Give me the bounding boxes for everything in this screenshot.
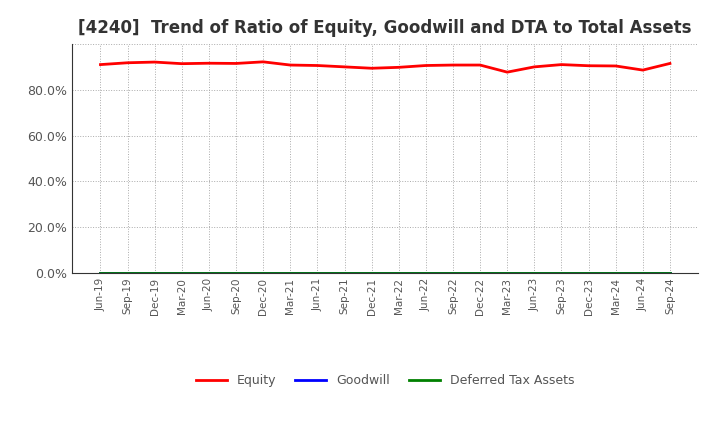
Line: Equity: Equity [101, 62, 670, 72]
Equity [530, 64, 539, 70]
Goodwill [584, 270, 593, 275]
Goodwill [123, 270, 132, 275]
Deferred Tax Assets [557, 270, 566, 275]
Deferred Tax Assets [584, 270, 593, 275]
Deferred Tax Assets [421, 270, 430, 275]
Legend: Equity, Goodwill, Deferred Tax Assets: Equity, Goodwill, Deferred Tax Assets [191, 370, 580, 392]
Goodwill [96, 270, 105, 275]
Goodwill [530, 270, 539, 275]
Deferred Tax Assets [259, 270, 268, 275]
Deferred Tax Assets [313, 270, 322, 275]
Equity [611, 63, 620, 69]
Deferred Tax Assets [530, 270, 539, 275]
Goodwill [313, 270, 322, 275]
Equity [449, 62, 457, 68]
Goodwill [232, 270, 240, 275]
Equity [286, 62, 294, 68]
Equity [639, 67, 647, 73]
Title: [4240]  Trend of Ratio of Equity, Goodwill and DTA to Total Assets: [4240] Trend of Ratio of Equity, Goodwil… [78, 19, 692, 37]
Goodwill [259, 270, 268, 275]
Deferred Tax Assets [150, 270, 159, 275]
Goodwill [665, 270, 674, 275]
Goodwill [150, 270, 159, 275]
Deferred Tax Assets [476, 270, 485, 275]
Equity [123, 60, 132, 66]
Equity [665, 61, 674, 66]
Deferred Tax Assets [286, 270, 294, 275]
Deferred Tax Assets [611, 270, 620, 275]
Goodwill [204, 270, 213, 275]
Deferred Tax Assets [449, 270, 457, 275]
Deferred Tax Assets [639, 270, 647, 275]
Deferred Tax Assets [204, 270, 213, 275]
Goodwill [639, 270, 647, 275]
Deferred Tax Assets [665, 270, 674, 275]
Equity [503, 70, 511, 75]
Goodwill [286, 270, 294, 275]
Equity [313, 63, 322, 68]
Equity [367, 66, 376, 71]
Equity [204, 61, 213, 66]
Goodwill [449, 270, 457, 275]
Goodwill [367, 270, 376, 275]
Deferred Tax Assets [178, 270, 186, 275]
Goodwill [476, 270, 485, 275]
Deferred Tax Assets [395, 270, 403, 275]
Goodwill [341, 270, 349, 275]
Goodwill [557, 270, 566, 275]
Equity [421, 63, 430, 68]
Deferred Tax Assets [96, 270, 105, 275]
Equity [178, 61, 186, 66]
Equity [150, 59, 159, 65]
Equity [259, 59, 268, 65]
Deferred Tax Assets [123, 270, 132, 275]
Goodwill [421, 270, 430, 275]
Deferred Tax Assets [503, 270, 511, 275]
Equity [96, 62, 105, 67]
Equity [584, 63, 593, 68]
Goodwill [395, 270, 403, 275]
Goodwill [178, 270, 186, 275]
Goodwill [611, 270, 620, 275]
Goodwill [503, 270, 511, 275]
Equity [232, 61, 240, 66]
Deferred Tax Assets [341, 270, 349, 275]
Equity [341, 64, 349, 70]
Equity [395, 65, 403, 70]
Equity [557, 62, 566, 67]
Deferred Tax Assets [367, 270, 376, 275]
Deferred Tax Assets [232, 270, 240, 275]
Equity [476, 62, 485, 68]
